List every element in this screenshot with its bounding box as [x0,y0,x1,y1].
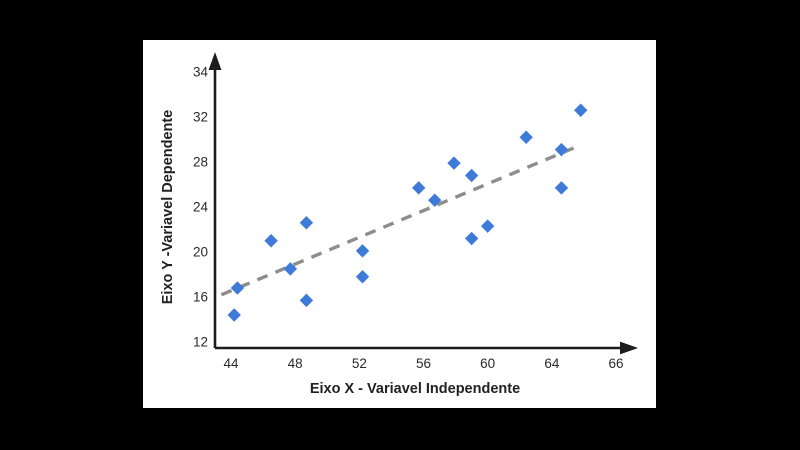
y-tick-label-12: 12 [193,335,208,350]
x-tick-label-60: 60 [480,356,495,371]
x-tick-label-66: 66 [609,356,624,371]
data-point [464,231,479,246]
data-point [227,308,241,322]
plot-area: 44 48 52 56 60 64 66 12 16 20 24 28 32 34 [193,52,638,371]
data-point [299,293,314,308]
y-axis-title: Eixo Y -Variavel Dependente [160,110,176,305]
data-point [230,281,245,295]
data-point [428,193,442,207]
x-tick-label-56: 56 [416,356,431,371]
x-tick-label-44: 44 [223,356,239,371]
x-axis-arrowhead-icon [620,341,638,355]
y-axis-arrowhead-icon [208,52,222,70]
x-tick-label-52: 52 [352,356,367,371]
data-point [554,181,569,195]
y-tick-label-28: 28 [193,155,208,170]
y-tick-label-20: 20 [193,245,208,260]
x-tick-label-64: 64 [544,356,560,371]
data-point [480,219,495,233]
x-axis-title: Eixo X - Variavel Independente [310,381,520,397]
data-point [447,156,461,170]
y-tick-label-16: 16 [193,290,208,305]
data-point [519,130,533,144]
data-point [464,168,479,183]
y-tick-label-32: 32 [193,110,208,125]
data-point [574,103,588,117]
scatter-chart: 44 48 52 56 60 64 66 12 16 20 24 28 32 34 Eixo X - Va… [160,52,638,397]
y-tick-label-24: 24 [193,200,209,215]
data-point [283,262,298,276]
data-point [554,142,569,157]
data-point [355,244,370,258]
data-point [411,181,426,195]
data-point [264,234,278,248]
data-point [355,270,370,284]
trend-line [220,143,582,297]
x-tick-label-48: 48 [288,356,303,371]
chart-panel: 44 48 52 56 60 64 66 12 16 20 24 28 32 34 Eixo X - Va… [143,40,656,408]
y-tick-label-34: 34 [193,65,209,80]
data-point [299,216,314,230]
